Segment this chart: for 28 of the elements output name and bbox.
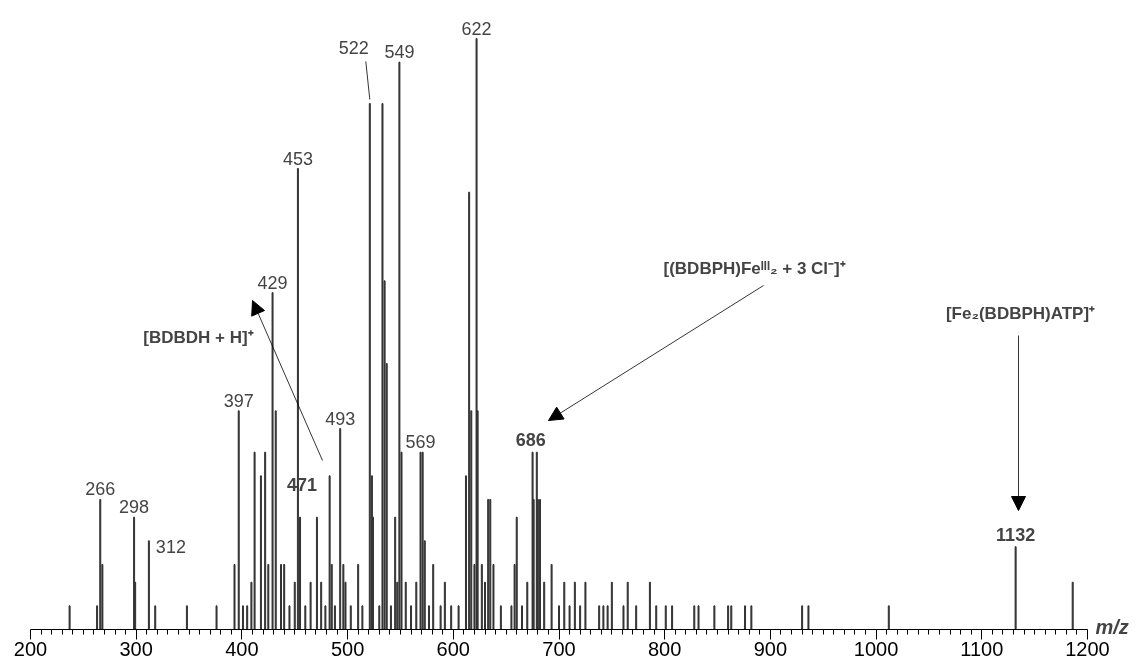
x-tick-label: 200 bbox=[13, 637, 48, 660]
annotation: 569 bbox=[405, 432, 436, 453]
x-tick-label: 1000 bbox=[853, 637, 899, 660]
x-tick-label: 400 bbox=[225, 637, 259, 660]
annotation: [BDBDH + H]⁺ bbox=[143, 327, 254, 347]
x-tick-label: 500 bbox=[330, 637, 365, 660]
x-tick-label: 300 bbox=[119, 637, 153, 660]
annotation: 429 bbox=[257, 272, 288, 293]
x-tick-label: 600 bbox=[436, 637, 470, 660]
annotation: 312 bbox=[155, 536, 186, 557]
x-tick-label: 900 bbox=[753, 637, 788, 660]
annotation: 453 bbox=[282, 148, 313, 169]
x-tick-label: 1200 bbox=[1065, 637, 1110, 660]
x-tick-label: 700 bbox=[542, 637, 576, 660]
annotation: 493 bbox=[325, 408, 356, 429]
annotation: 622 bbox=[461, 18, 492, 39]
annotation: 266 bbox=[85, 479, 116, 500]
annotation: [Fe₂(BDBPH)ATP]⁺ bbox=[945, 303, 1096, 323]
x-axis-title: m/z bbox=[1095, 615, 1129, 638]
annotation: 397 bbox=[223, 390, 254, 411]
annotation: 549 bbox=[384, 42, 415, 63]
annotation: 1132 bbox=[996, 524, 1036, 545]
annotation: 686 bbox=[515, 430, 546, 451]
annotation: 522 bbox=[338, 37, 369, 58]
annotation: [(BDBPH)Feᴵᴵᴵ₂ + 3 Cl⁻]⁺ bbox=[663, 258, 846, 278]
annotation: 298 bbox=[119, 497, 150, 518]
x-tick-label: 800 bbox=[648, 637, 682, 660]
x-tick-label: 1100 bbox=[960, 637, 1004, 660]
